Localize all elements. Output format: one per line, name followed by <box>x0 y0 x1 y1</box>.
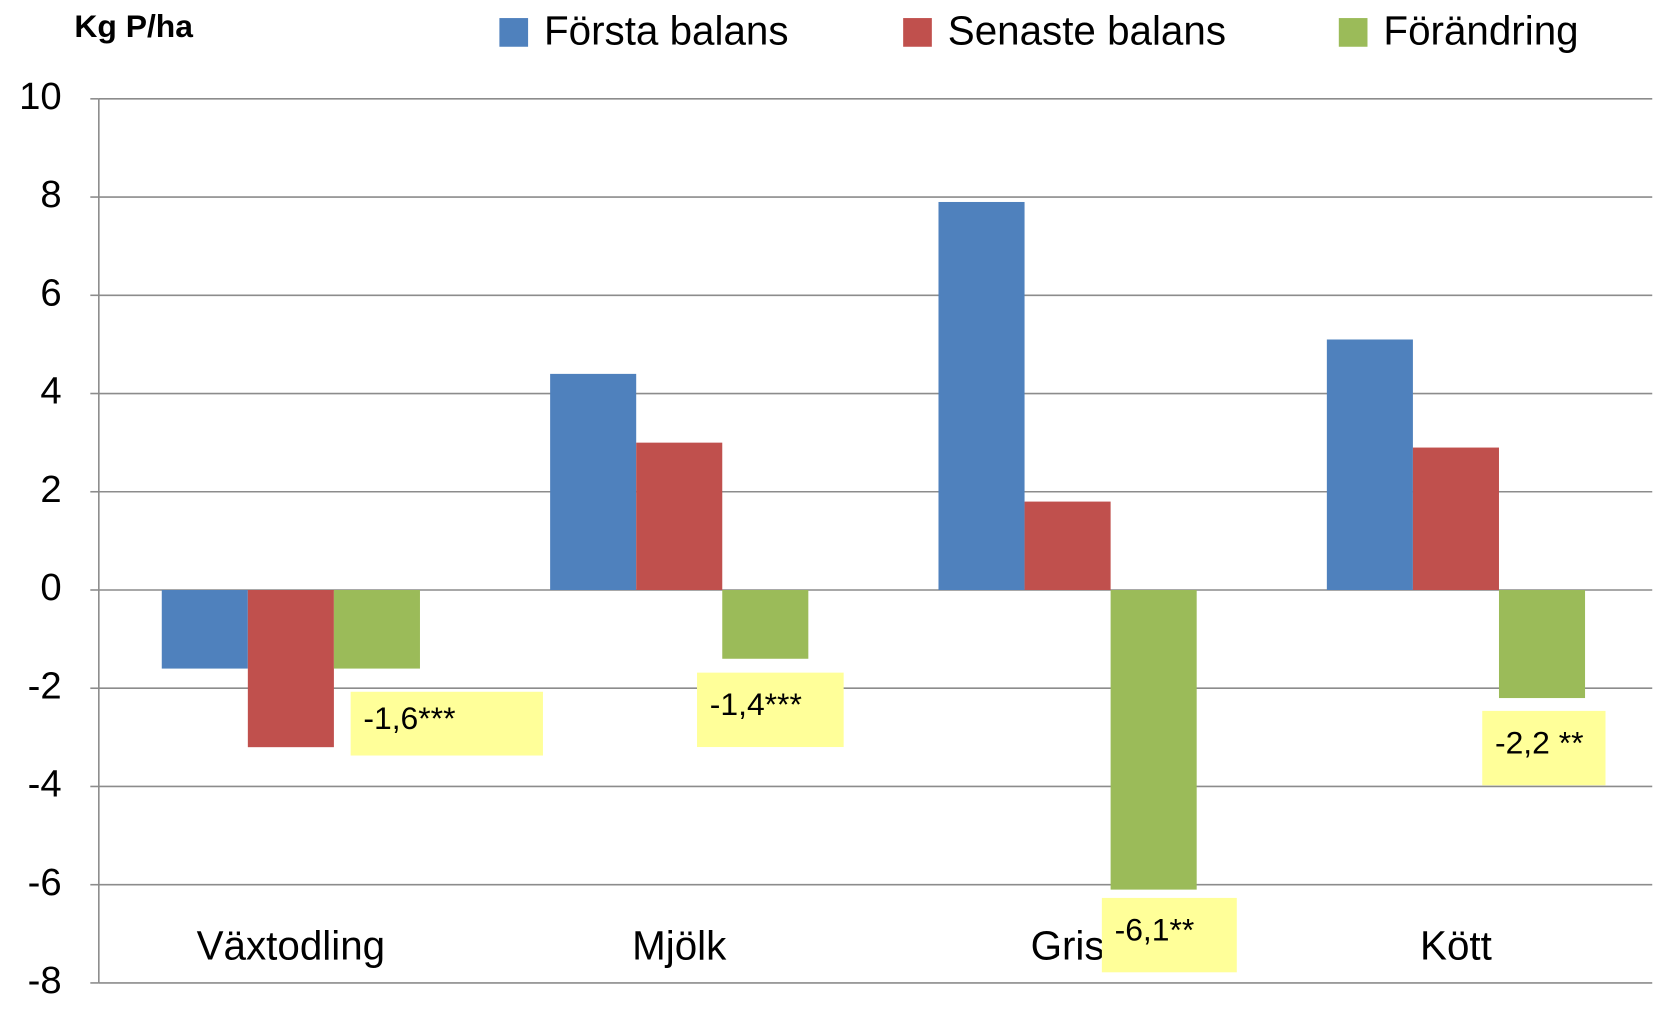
y-tick-label: 0 <box>40 566 61 609</box>
chart-title: Kg P/ha <box>74 8 193 44</box>
y-tick-label: -4 <box>28 763 62 806</box>
bar <box>1024 501 1111 590</box>
y-tick-label: 6 <box>40 271 61 314</box>
y-tick-label: -8 <box>28 959 62 1002</box>
data-label: -2,2 ** <box>1495 724 1584 760</box>
y-tick-label: -2 <box>28 664 62 707</box>
bar <box>1326 339 1413 590</box>
data-label-box <box>1482 710 1606 786</box>
x-tick-label: Växtodling <box>197 923 385 969</box>
y-tick-label: -6 <box>28 861 62 904</box>
data-label: -1,6*** <box>363 700 455 736</box>
legend-swatch <box>903 18 932 47</box>
x-tick-label: Gris <box>1031 923 1105 969</box>
legend-swatch <box>1338 18 1368 47</box>
y-tick-label: 4 <box>40 370 61 413</box>
bar <box>722 589 809 659</box>
bar <box>1498 589 1586 699</box>
y-tick-label: 2 <box>40 468 61 511</box>
legend-label: Förändring <box>1383 8 1578 54</box>
legend-label: Senaste balans <box>948 8 1226 54</box>
y-tick-label: 10 <box>19 75 62 118</box>
data-label: -6,1** <box>1115 911 1195 947</box>
data-label-box <box>697 672 844 748</box>
bar <box>333 589 420 669</box>
legend-swatch <box>499 18 529 47</box>
bar <box>550 373 637 590</box>
data-label-box <box>350 691 543 756</box>
bar <box>636 442 723 590</box>
data-label-box <box>1101 897 1237 973</box>
x-tick-label: Kött <box>1420 923 1492 969</box>
bar <box>247 589 334 748</box>
x-tick-label: Mjölk <box>632 923 727 969</box>
bar <box>938 201 1025 590</box>
legend-label: Första balans <box>544 8 789 54</box>
bar <box>1110 589 1197 890</box>
y-tick-label: 8 <box>40 173 61 216</box>
bar <box>1412 447 1499 590</box>
data-label: -1,4*** <box>710 686 802 722</box>
bar <box>161 589 248 669</box>
